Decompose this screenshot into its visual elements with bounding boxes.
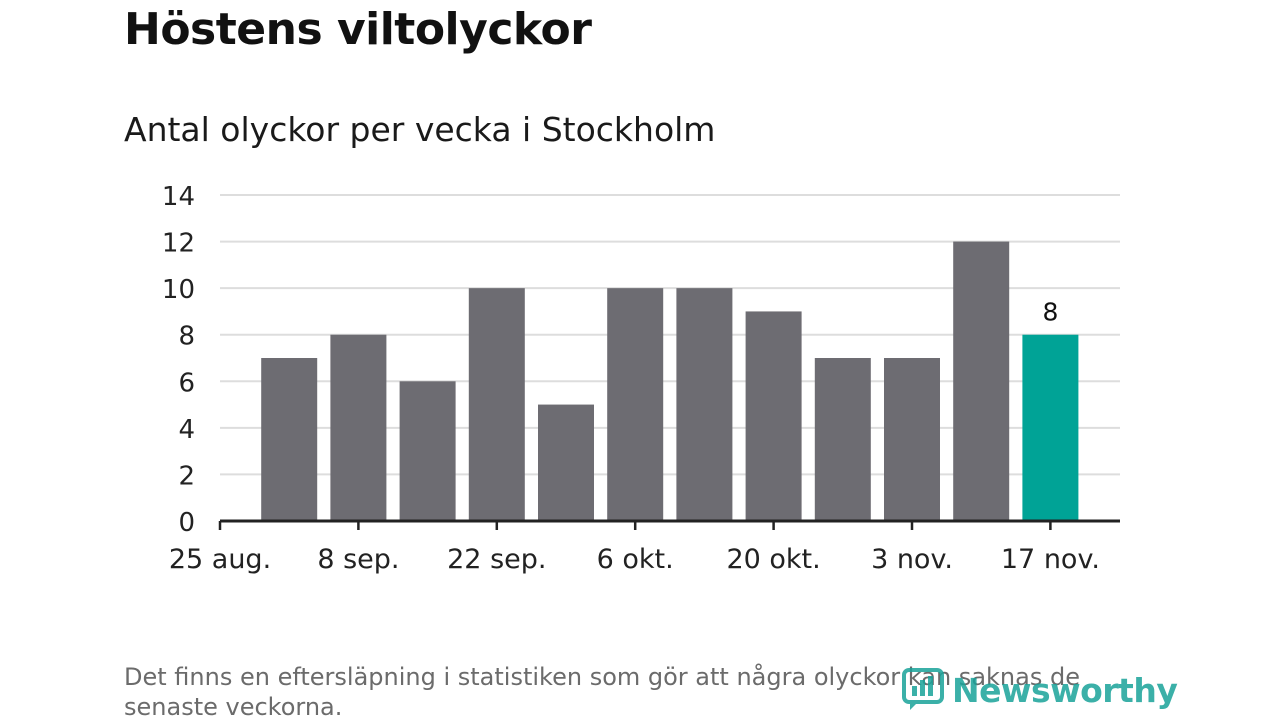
y-tick-label: 6	[178, 368, 195, 398]
chart-title: Höstens viltolyckor	[124, 4, 592, 55]
bar	[953, 241, 1010, 522]
newsworthy-logo: Newsworthy	[902, 668, 1178, 712]
bar	[468, 288, 525, 521]
bar	[814, 358, 871, 521]
y-tick-label: 12	[162, 229, 195, 259]
x-tick-label: 3 nov.	[871, 544, 953, 575]
y-tick-label: 2	[178, 461, 195, 491]
logo-text: Newsworthy	[952, 670, 1178, 710]
bar	[607, 288, 664, 521]
y-tick-label: 8	[178, 322, 195, 352]
y-tick-label: 14	[162, 182, 195, 212]
bar	[745, 311, 802, 521]
bar	[884, 358, 940, 521]
bar	[330, 334, 387, 521]
bar	[261, 358, 318, 521]
x-tick-label: 6 okt.	[597, 544, 674, 575]
chart-subtitle: Antal olyckor per vecka i Stockholm	[124, 110, 716, 149]
x-tick-label: 25 aug.	[169, 544, 271, 575]
x-tick-label: 17 nov.	[1001, 544, 1100, 575]
x-tick-label: 8 sep.	[317, 544, 399, 575]
bar	[676, 288, 733, 521]
newsworthy-logo-icon	[902, 668, 944, 710]
y-tick-label: 10	[162, 275, 195, 305]
y-tick-label: 0	[178, 508, 195, 538]
x-tick-label: 20 okt.	[726, 544, 820, 575]
x-tick-label: 22 sep.	[447, 544, 546, 575]
bar-highlight	[1022, 334, 1079, 521]
y-tick-label: 4	[178, 415, 195, 445]
data-label: 8	[1042, 298, 1058, 327]
bar	[399, 381, 456, 521]
bar	[538, 404, 594, 521]
